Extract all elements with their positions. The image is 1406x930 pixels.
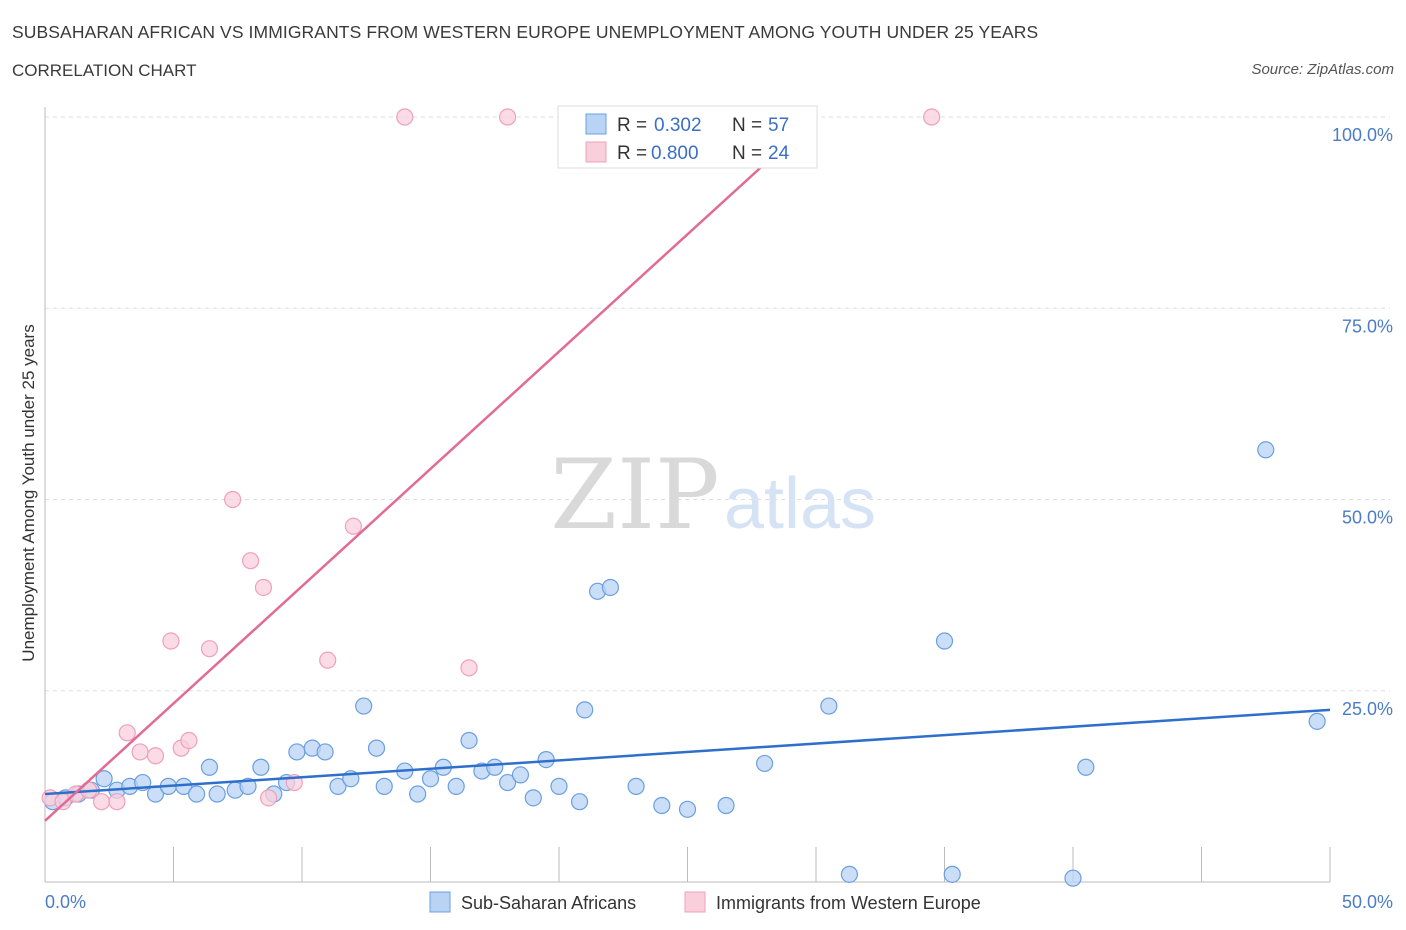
- legend-n-value-2: 24: [768, 143, 790, 164]
- point-s0-19: [288, 743, 306, 761]
- y-tick-label-0: 25.0%: [1342, 699, 1393, 719]
- point-s0-12: [200, 758, 219, 776]
- point-s0-53: [1064, 869, 1082, 887]
- trend-lines: [44, 116, 1331, 822]
- point-s0-51: [935, 632, 954, 650]
- x-tick-label-0: 0.0%: [45, 892, 86, 912]
- point-s0-46: [678, 800, 697, 818]
- point-s0-41: [576, 701, 594, 719]
- point-s1-13: [224, 490, 242, 509]
- point-s1-23: [923, 108, 941, 126]
- point-s0-11: [188, 785, 206, 803]
- point-s0-36: [511, 766, 530, 784]
- point-s0-55: [1257, 441, 1275, 459]
- point-s1-19: [344, 517, 362, 535]
- legend-r-label-1: R =: [617, 115, 647, 136]
- point-s1-22: [499, 108, 517, 126]
- watermark-atlas: atlas: [724, 464, 876, 544]
- x-tick-label-1: 50.0%: [1342, 892, 1393, 912]
- point-s0-50: [840, 865, 859, 883]
- watermark-zip: ZIP: [550, 439, 719, 551]
- point-s0-44: [627, 777, 645, 795]
- point-s0-45: [653, 796, 671, 815]
- point-s1-4: [92, 793, 111, 811]
- point-s0-35: [499, 773, 517, 792]
- point-s0-26: [375, 777, 393, 795]
- point-s0-25: [367, 739, 386, 757]
- point-s1-15: [254, 578, 273, 597]
- correlation-legend: R = 0.302 N = 57 R = 0.800 N = 24: [557, 105, 818, 169]
- legend-r-label-2: R =: [617, 143, 647, 164]
- y-tick-label-3: 100.0%: [1332, 125, 1393, 145]
- point-s0-40: [570, 793, 589, 811]
- point-s1-16: [259, 789, 278, 807]
- point-s0-13: [208, 785, 226, 803]
- point-s0-4: [95, 770, 113, 788]
- legend-r-value-2: 0.800: [651, 143, 699, 164]
- point-s0-54: [1077, 758, 1095, 776]
- legend-n-label-1: N =: [732, 115, 762, 136]
- point-s1-6: [118, 724, 136, 742]
- y-tick-label-1: 50.0%: [1342, 508, 1393, 528]
- point-s0-28: [409, 785, 427, 803]
- y-axis-label: Unemployment Among Youth under 25 years: [19, 324, 38, 661]
- point-s1-12: [200, 640, 219, 658]
- chart-title: SUBSAHARAN AFRICAN VS IMMIGRANTS FROM WE…: [12, 22, 1039, 42]
- point-s1-9: [162, 632, 180, 650]
- point-s0-37: [524, 789, 542, 807]
- point-s0-16: [252, 758, 270, 776]
- legend-swatch-pink: [585, 141, 607, 163]
- point-s1-5: [108, 793, 126, 811]
- chart-source: Source: ZipAtlas.com: [1251, 61, 1394, 78]
- point-s0-49: [820, 697, 838, 715]
- legend-n-label-2: N =: [732, 143, 762, 164]
- axes: [44, 107, 1331, 883]
- point-s1-11: [180, 731, 198, 750]
- point-s0-56: [1308, 712, 1326, 730]
- point-s0-15: [239, 777, 257, 795]
- chart-subtitle: CORRELATION CHART: [12, 61, 197, 80]
- series-label-subsaharan: Sub-Saharan Africans: [461, 893, 636, 913]
- gridlines: [45, 116, 1390, 692]
- watermark: ZIP atlas: [550, 439, 876, 551]
- data-points: [41, 108, 1326, 887]
- point-s1-18: [319, 651, 337, 669]
- tick-labels: 25.0% 50.0% 75.0% 100.0% 0.0% 50.0%: [45, 125, 1393, 912]
- point-s0-34: [486, 758, 504, 776]
- legend-swatch-blue: [585, 113, 607, 135]
- series-label-western-europe: Immigrants from Western Europe: [716, 893, 981, 913]
- legend-n-value-1: 57: [768, 115, 789, 136]
- point-s0-32: [460, 731, 478, 750]
- series-swatch-western-europe: [684, 891, 706, 913]
- point-s1-14: [242, 552, 260, 570]
- series-swatch-subsaharan: [429, 891, 451, 913]
- point-s0-39: [550, 777, 568, 795]
- point-s0-21: [316, 743, 334, 761]
- point-s0-48: [755, 754, 774, 773]
- point-s0-22: [329, 777, 347, 795]
- point-s1-8: [146, 747, 165, 765]
- trend-line-s0: [44, 708, 1331, 796]
- point-s0-31: [447, 777, 465, 795]
- point-s0-29: [421, 770, 440, 788]
- point-s0-43: [601, 578, 620, 597]
- series-legend: Sub-Saharan Africans Immigrants from Wes…: [429, 891, 981, 913]
- trend-line-s1: [44, 116, 817, 822]
- y-tick-label-2: 75.0%: [1342, 316, 1393, 336]
- point-s0-47: [717, 796, 735, 815]
- legend-r-value-1: 0.302: [654, 115, 702, 136]
- point-s1-20: [396, 108, 414, 126]
- point-s0-52: [943, 865, 961, 883]
- point-s1-21: [460, 659, 478, 677]
- point-s0-24: [355, 697, 373, 715]
- point-s1-7: [131, 743, 149, 761]
